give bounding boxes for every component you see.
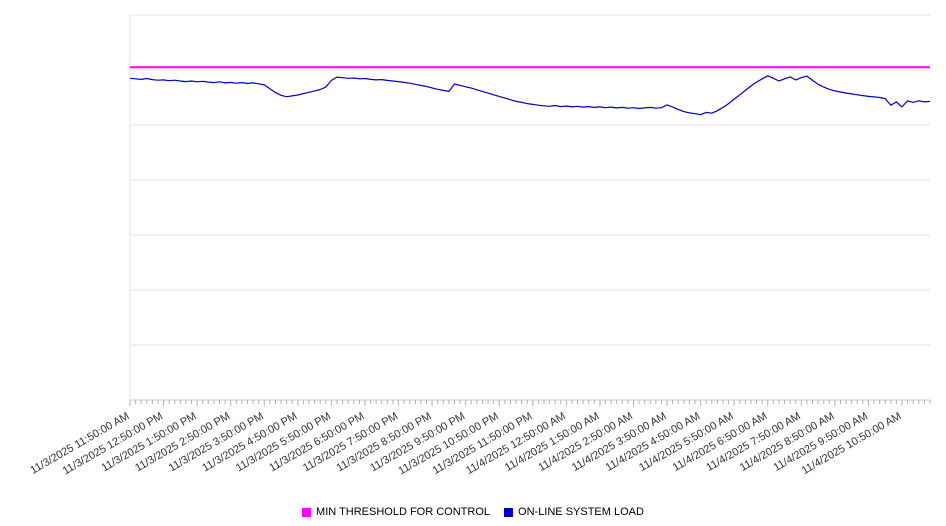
legend-item-system-load[interactable]: ON-LINE SYSTEM LOAD — [504, 506, 644, 518]
load-line — [129, 75, 931, 116]
gridlines — [130, 14, 930, 401]
legend-label-system-load: ON-LINE SYSTEM LOAD — [518, 506, 644, 518]
x-axis-ticks — [129, 400, 931, 406]
legend-item-min-threshold[interactable]: MIN THRESHOLD FOR CONTROL — [302, 506, 490, 518]
chart-legend: MIN THRESHOLD FOR CONTROL ON-LINE SYSTEM… — [0, 506, 946, 518]
legend-swatch-threshold-icon — [302, 507, 312, 517]
legend-label-min-threshold: MIN THRESHOLD FOR CONTROL — [316, 506, 491, 518]
legend-swatch-load-icon — [504, 507, 514, 517]
